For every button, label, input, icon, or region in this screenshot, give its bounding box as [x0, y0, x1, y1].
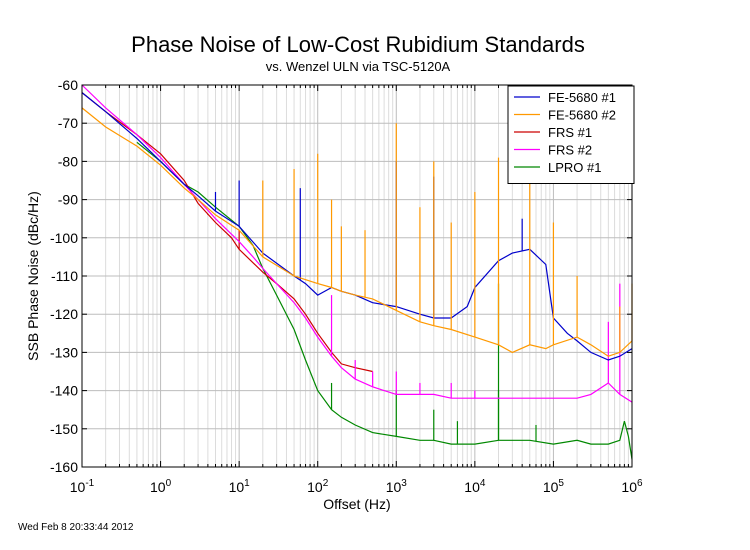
- y-tick-label: -100: [50, 230, 78, 246]
- legend-label: FE-5680 #2: [548, 108, 616, 123]
- legend-label: FRS #1: [548, 125, 592, 140]
- x-tick-label: 106: [621, 478, 643, 495]
- series-line: [81, 92, 373, 373]
- legend: FE-5680 #1 FE-5680 #2 FRS #1 FRS #2 LPRO #1: [507, 85, 635, 184]
- timestamp: Wed Feb 8 20:33:44 2012: [18, 522, 134, 533]
- legend-label: FE-5680 #1: [548, 90, 616, 105]
- series-line: [81, 107, 633, 357]
- series-layer: [81, 84, 633, 460]
- y-tick-label: -80: [58, 153, 78, 169]
- y-tick-label: -160: [50, 459, 78, 475]
- x-tick-label: 103: [386, 478, 408, 495]
- series-fe-5680-2: [81, 107, 633, 357]
- legend-label: FRS #2: [548, 143, 592, 158]
- y-tick-label: -130: [50, 344, 78, 360]
- legend-label: LPRO #1: [548, 160, 601, 175]
- y-tick-label: -90: [58, 192, 78, 208]
- chart-subtitle: vs. Wenzel ULN via TSC-5120A: [266, 59, 451, 74]
- x-tick-label: 101: [229, 478, 251, 495]
- y-tick-label: -60: [58, 77, 78, 93]
- x-tick-label: 100: [150, 478, 172, 495]
- x-tick-label: 102: [307, 478, 329, 495]
- series-frs-1: [81, 92, 373, 373]
- y-tick-label: -120: [50, 306, 78, 322]
- x-tick-label: 105: [543, 478, 565, 495]
- y-axis-label: SSB Phase Noise (dBc/Hz): [25, 191, 41, 361]
- x-axis-label: Offset (Hz): [323, 496, 390, 512]
- x-tick-label: 104: [464, 478, 486, 495]
- x-tick-label: 10-1: [70, 478, 95, 495]
- y-tick-label: -110: [51, 268, 78, 284]
- y-tick-label: -140: [50, 383, 78, 399]
- y-tick-label: -70: [58, 115, 78, 131]
- chart-title: Phase Noise of Low-Cost Rubidium Standar…: [131, 32, 585, 57]
- y-tick-label: -150: [50, 421, 78, 437]
